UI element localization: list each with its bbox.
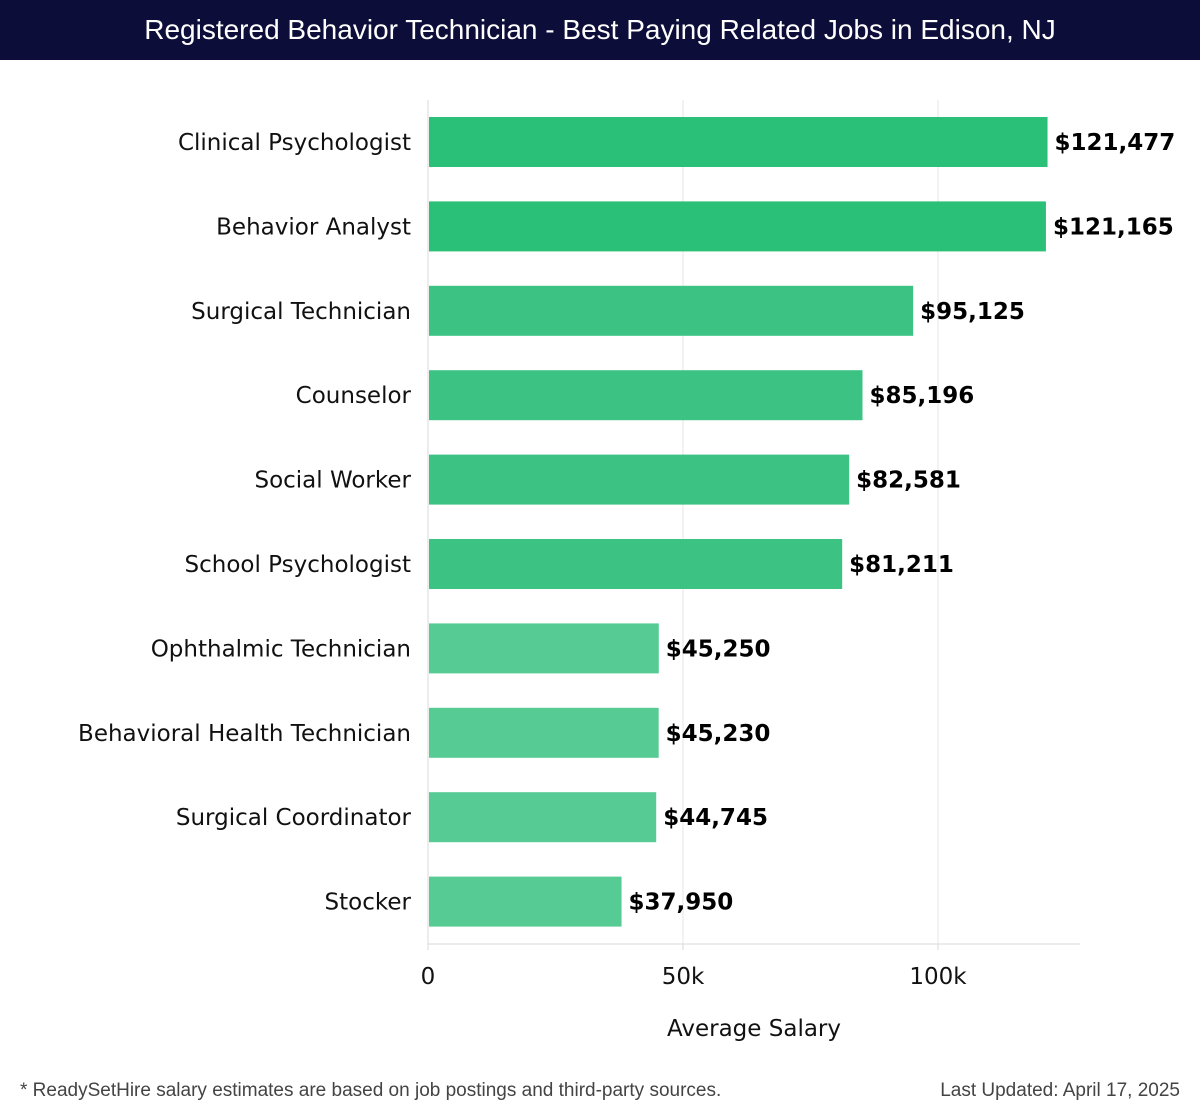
footer-note: * ReadySetHire salary estimates are base…: [20, 1080, 722, 1101]
value-label: $82,581: [856, 468, 961, 494]
axes: 0 50k 100k: [421, 100, 1080, 990]
bar: [429, 539, 843, 589]
x-tick-label: 100k: [909, 964, 967, 990]
x-tick-label: 50k: [662, 964, 705, 990]
bar: [429, 201, 1046, 252]
bar: [429, 623, 659, 674]
value-label: $121,477: [1055, 130, 1176, 156]
bar: [429, 454, 850, 505]
category-label: Clinical Psychologist: [178, 130, 411, 156]
bar: [429, 285, 914, 336]
category-label: Counselor: [296, 383, 412, 409]
value-label: $45,250: [666, 636, 771, 662]
value-label: $44,745: [663, 805, 768, 831]
chart-title: Registered Behavior Technician - Best Pa…: [0, 0, 1200, 60]
bars: Clinical Psychologist $121,477 Behavior An…: [78, 117, 1175, 927]
value-label: $81,211: [849, 552, 954, 578]
value-label: $37,950: [629, 890, 734, 916]
x-tick-label: 0: [421, 964, 436, 990]
bar: [429, 370, 863, 421]
value-label: $95,125: [920, 299, 1025, 325]
value-label: $85,196: [869, 383, 974, 409]
value-label: $45,230: [666, 721, 771, 747]
category-label: Behavior Analyst: [216, 214, 411, 240]
category-label: Ophthalmic Technician: [151, 636, 411, 662]
category-label: Surgical Coordinator: [176, 805, 412, 831]
x-axis-title: Average Salary: [667, 1016, 841, 1042]
value-label: $121,165: [1053, 214, 1174, 240]
bar-chart: Clinical Psychologist $121,477 Behavior An…: [78, 100, 1175, 1042]
category-label: Behavioral Health Technician: [78, 721, 411, 747]
category-label: Surgical Technician: [191, 299, 411, 325]
last-updated: Last Updated: April 17, 2025: [940, 1080, 1180, 1101]
bar: [429, 876, 622, 927]
category-label: Stocker: [325, 890, 412, 916]
bar: [429, 707, 659, 758]
bar: [429, 117, 1048, 167]
category-label: School Psychologist: [185, 552, 411, 578]
bar: [429, 792, 657, 843]
category-label: Social Worker: [254, 468, 411, 494]
